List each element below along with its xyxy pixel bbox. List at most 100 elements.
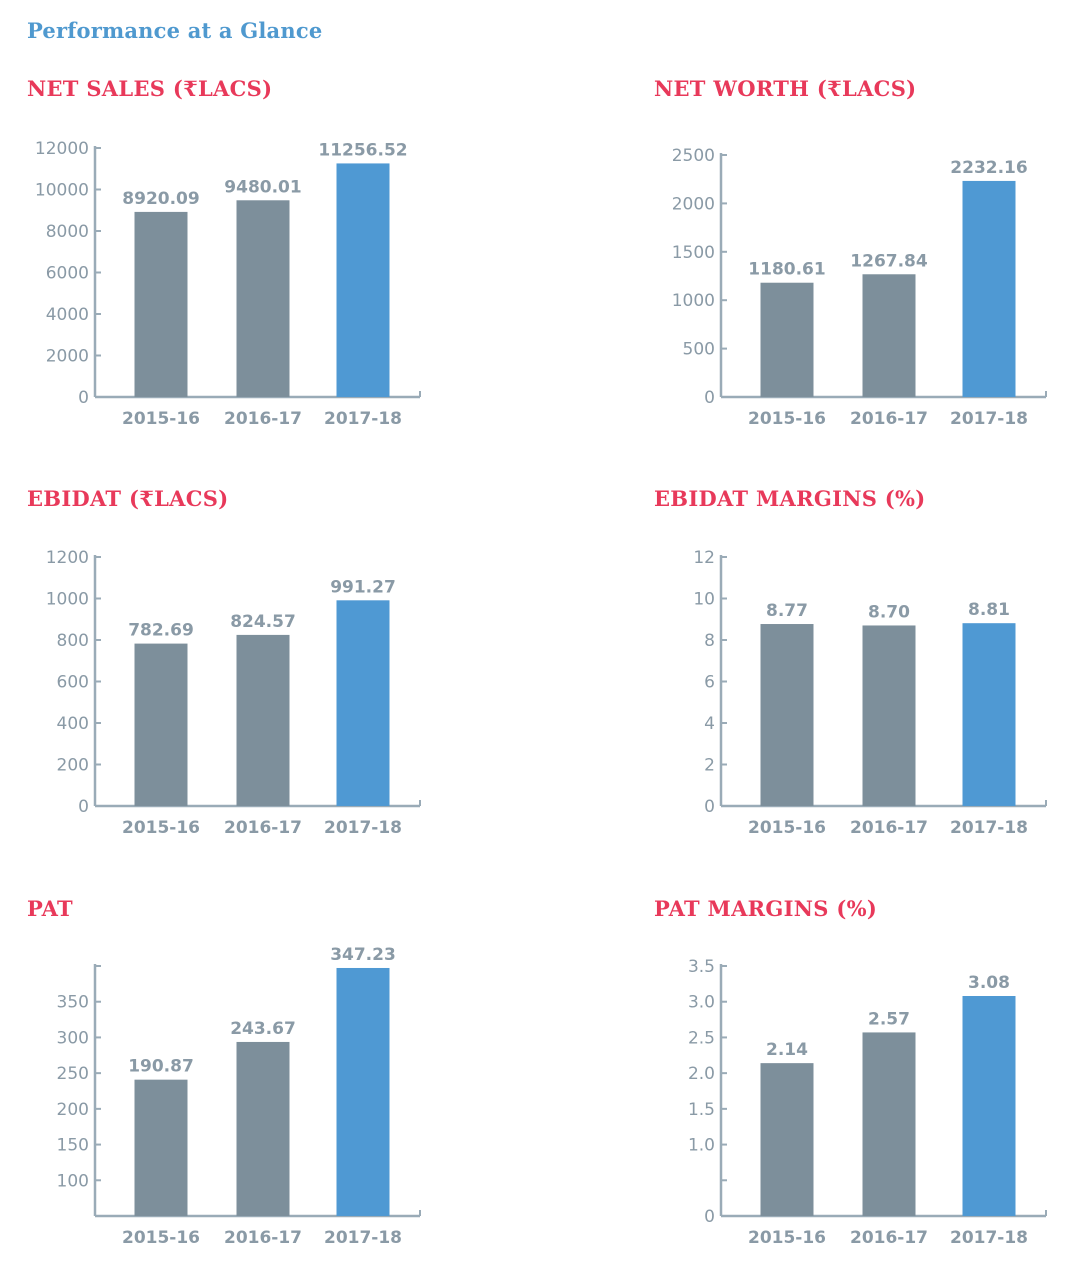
y-tick-label: 4000 [46,305,89,325]
data-label: 1180.61 [748,260,825,280]
bar-2017-18 [336,163,390,397]
bar-2015-16 [760,624,814,806]
y-tick-label: 0 [78,797,89,817]
bar-2017-18 [962,623,1016,806]
y-tick-label: 1000 [46,590,89,610]
y-tick-label: 12 [693,548,715,568]
category-label: 2017-18 [324,818,402,838]
data-label: 11256.52 [318,140,407,160]
data-label: 8.77 [766,601,808,621]
category-label: 2016-17 [850,818,928,838]
ebidat-margins-chart: 0 2 4 6 8 10 12 8.77 2015-16 8.70 2016-17 8.81 2017-… [693,548,1047,838]
bar-2017-18 [336,967,390,1216]
y-tick-label: 3.5 [688,957,715,977]
bar-2016-17 [236,200,290,397]
y-tick-label: 200 [57,1100,89,1120]
y-tick-label: 1000 [672,291,715,311]
chart-title-ebidat-margins: EBIDAT MARGINS (%) [654,486,926,511]
y-tick-label: 1200 [46,548,89,568]
bar-2017-18 [336,600,390,806]
category-label: 2015-16 [748,409,826,429]
category-label: 2016-17 [850,1228,928,1248]
net-worth-chart: 0 500 1000 1500 2000 2500 1180.61 2015-16 1267.8… [672,146,1047,429]
y-tick-label: 400 [57,714,89,734]
data-label: 991.27 [330,577,396,597]
net-sales-chart: 0 2000 4000 6000 8000 10000 12000 8920.09 2015-1… [35,139,421,429]
y-tick-label: 800 [57,631,89,651]
chart-title-net-sales: NET SALES (₹LACS) [27,76,273,101]
y-tick-label: 1500 [672,243,715,263]
data-label: 2.14 [766,1040,808,1060]
y-tick-label: 2.5 [688,1028,715,1048]
y-tick-label: 200 [57,756,89,776]
category-label: 2015-16 [122,818,200,838]
y-tick-label: 2500 [672,146,715,166]
chart-title-ebidat: EBIDAT (₹LACS) [27,486,229,511]
pat-chart: 100 150 200 250 300 350 190.87 2015-16 243.67 201… [57,945,421,1248]
category-label: 2015-16 [122,1228,200,1248]
data-label: 2.57 [868,1009,910,1029]
y-tick-label: 4 [704,714,715,734]
category-label: 2016-17 [850,409,928,429]
y-tick-label: 600 [57,673,89,693]
y-tick-label: 0 [704,388,715,408]
category-label: 2017-18 [950,409,1028,429]
data-label: 8.70 [868,602,910,622]
category-label: 2017-18 [950,1228,1028,1248]
y-tick-label: 2000 [46,347,89,367]
bar-2016-17 [862,274,916,397]
data-label: 824.57 [230,612,296,632]
y-tick-label: 150 [57,1136,89,1156]
data-label: 190.87 [128,1057,194,1077]
page-heading: Performance at a Glance [27,18,323,43]
category-label: 2016-17 [224,818,302,838]
y-tick-label: 0 [704,797,715,817]
category-label: 2017-18 [950,818,1028,838]
y-tick-label: 2.0 [688,1064,715,1084]
y-tick-label: 0 [78,388,89,408]
category-label: 2015-16 [122,409,200,429]
y-tick-label: 2000 [672,194,715,214]
y-tick-label: 6000 [46,264,89,284]
ebidat-chart: 0 200 400 600 800 1000 1200 782.69 2015-16 824.57… [46,548,421,838]
bar-2015-16 [760,1063,814,1216]
y-tick-label: 350 [57,993,89,1013]
data-label: 2232.16 [950,158,1027,178]
data-label: 9480.01 [224,177,301,197]
data-label: 8920.09 [122,189,199,209]
data-label: 347.23 [330,945,396,965]
y-tick-label: 8 [704,631,715,651]
pat-margins-chart: 0 1.0 1.5 2.0 2.5 3.0 3.5 2.14 2015-16 2.57 2016-1… [688,957,1047,1248]
y-tick-label: 10000 [35,181,89,201]
y-tick-label: 100 [57,1171,89,1191]
category-label: 2015-16 [748,1228,826,1248]
y-tick-label: 500 [683,340,715,360]
category-label: 2015-16 [748,818,826,838]
bar-2015-16 [760,282,814,397]
category-label: 2017-18 [324,409,402,429]
bar-2017-18 [962,996,1016,1216]
y-tick-label: 6 [704,673,715,693]
data-label: 3.08 [968,973,1010,993]
bar-2015-16 [134,643,188,806]
chart-title-net-worth: NET WORTH (₹LACS) [654,76,917,101]
y-tick-label: 12000 [35,139,89,159]
y-tick-label: 1.5 [688,1100,715,1120]
chart-title-pat: PAT [27,896,73,921]
bar-2015-16 [134,1079,188,1216]
category-label: 2017-18 [324,1228,402,1248]
y-tick-label: 250 [57,1064,89,1084]
bar-2016-17 [862,1032,916,1216]
bar-2016-17 [236,1041,290,1216]
y-tick-label: 2 [704,756,715,776]
y-tick-label: 10 [693,590,715,610]
bar-2016-17 [236,634,290,806]
data-label: 8.81 [968,600,1010,620]
y-tick-label: 3.0 [688,993,715,1013]
y-tick-label: 300 [57,1028,89,1048]
data-label: 243.67 [230,1019,296,1039]
bar-2015-16 [134,211,188,397]
category-label: 2016-17 [224,1228,302,1248]
data-label: 782.69 [128,621,194,641]
bar-2017-18 [962,180,1016,397]
